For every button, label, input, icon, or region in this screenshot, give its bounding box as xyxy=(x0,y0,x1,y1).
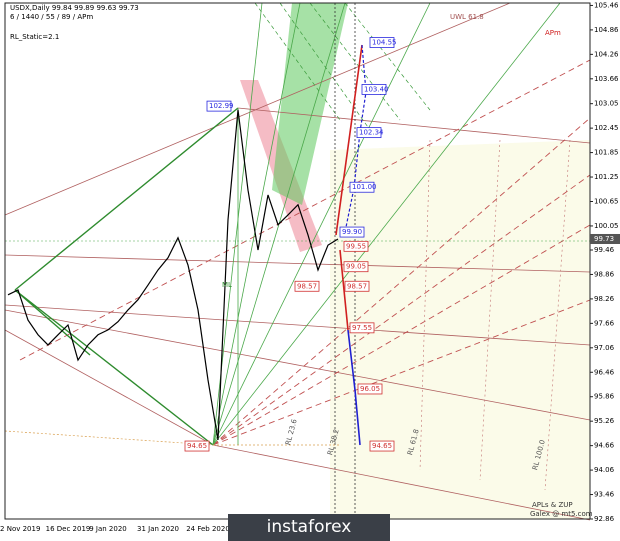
annotation: APLs & ZUP xyxy=(532,501,573,509)
price-label: 103.40 xyxy=(364,85,389,93)
price-label: 94.65 xyxy=(187,442,207,450)
green-channel xyxy=(272,3,348,205)
y-tick-label: 96.46 xyxy=(594,368,615,376)
x-tick-label: 31 Jan 2020 xyxy=(137,525,179,533)
trend-line xyxy=(4,254,591,273)
annotation: UWL 61.8 xyxy=(450,13,484,21)
trend-line xyxy=(347,329,361,446)
price-line xyxy=(7,109,339,441)
y-tick-label: 100.05 xyxy=(594,222,619,230)
y-tick-label: 93.46 xyxy=(594,491,615,499)
trend-line xyxy=(254,2,341,121)
trend-line xyxy=(237,107,591,144)
annotation: RL_Static=2.1 xyxy=(10,33,59,41)
y-tick-label: 103.05 xyxy=(594,100,619,108)
x-tick-label: 12 Nov 2019 xyxy=(0,525,40,533)
price-label: 94.65 xyxy=(372,442,392,450)
price-label-box xyxy=(369,37,395,48)
trend-line xyxy=(14,107,239,291)
annotation: APm xyxy=(545,29,561,37)
y-tick-label: 94.66 xyxy=(594,442,615,450)
y-tick-label: 97.66 xyxy=(594,319,615,327)
price-label-box xyxy=(294,280,320,292)
trend-line xyxy=(14,289,214,446)
y-tick-label: 99.46 xyxy=(594,246,615,254)
price-label-box xyxy=(349,322,375,334)
annotation: ML xyxy=(222,281,232,289)
price-label: 97.55 xyxy=(352,324,372,332)
projection-zone xyxy=(330,140,590,519)
x-tick-label: 16 Dec 2019 xyxy=(46,525,91,533)
y-tick-label: 98.26 xyxy=(594,295,615,303)
price-label: 98.57 xyxy=(297,282,317,290)
trend-line xyxy=(479,139,501,481)
x-tick-label: 9 Jan 2020 xyxy=(89,525,127,533)
y-tick-label: 94.06 xyxy=(594,466,615,474)
price-label-box xyxy=(356,127,382,139)
trend-line xyxy=(4,309,591,421)
trend-line xyxy=(419,139,431,471)
trend-line xyxy=(212,117,591,446)
trend-line xyxy=(19,59,591,361)
trend-line xyxy=(212,2,561,446)
trend-line xyxy=(212,299,591,446)
price-label-box xyxy=(184,440,210,452)
price-label: 99.55 xyxy=(346,242,366,250)
last-price-box xyxy=(590,233,620,244)
trend-line xyxy=(212,2,431,446)
price-label-box xyxy=(343,261,369,273)
price-label-box xyxy=(344,280,370,292)
y-tick-label: 101.85 xyxy=(594,149,619,157)
trend-line xyxy=(4,304,591,346)
x-tick-label: 24 Feb 2020 xyxy=(186,525,230,533)
trend-line xyxy=(4,2,511,216)
y-tick-label: 95.86 xyxy=(594,393,615,401)
y-tick-label: 95.26 xyxy=(594,417,615,425)
price-label-box xyxy=(343,240,369,252)
trend-line xyxy=(309,2,401,121)
trend-line xyxy=(212,444,591,521)
price-label-box xyxy=(357,383,383,395)
y-tick-label: 98.86 xyxy=(594,270,615,278)
price-label: 96.05 xyxy=(360,385,380,393)
trend-line xyxy=(339,249,349,331)
y-tick-label: 103.66 xyxy=(594,75,619,83)
y-tick-label: 104.86 xyxy=(594,26,619,34)
header-subtitle: 6 / 1440 / 55 / 89 / APm xyxy=(10,13,93,21)
y-tick-label: 100.65 xyxy=(594,197,619,205)
watermark: instaforex xyxy=(267,517,352,537)
trend-line xyxy=(212,174,591,446)
trend-line xyxy=(4,430,214,446)
y-tick-label: 92.86 xyxy=(594,515,615,523)
last-price-label: 99.73 xyxy=(594,235,614,243)
trend-line xyxy=(212,224,591,446)
price-label-box xyxy=(349,181,375,193)
trend-line xyxy=(335,44,363,236)
price-label-box xyxy=(361,84,387,95)
price-label: 98.57 xyxy=(347,282,367,290)
price-label: 99.90 xyxy=(342,228,362,236)
trend-line xyxy=(544,139,571,491)
price-label-box xyxy=(339,226,365,238)
header-title: USDX,Daily 99.84 99.89 99.63 99.73 xyxy=(10,4,139,12)
price-label-box xyxy=(206,100,232,112)
y-tick-label: 102.45 xyxy=(594,124,619,132)
trend-line xyxy=(14,289,91,356)
y-tick-label: 104.26 xyxy=(594,50,619,58)
price-label: 102.34 xyxy=(359,129,384,137)
trend-line xyxy=(212,2,301,446)
y-tick-label: 97.06 xyxy=(594,344,615,352)
watermark-banner xyxy=(228,514,390,541)
price-label: 101.00 xyxy=(352,183,377,191)
price-label: 104.55 xyxy=(372,39,397,47)
trend-line xyxy=(344,2,431,111)
annotation: Galex @ mt5.com xyxy=(530,510,593,518)
y-tick-label: 101.25 xyxy=(594,173,619,181)
y-tick-label: 105.46 xyxy=(594,1,619,9)
price-label: 102.99 xyxy=(209,102,234,110)
price-label-box xyxy=(369,440,395,452)
price-label: 99.05 xyxy=(346,263,366,271)
